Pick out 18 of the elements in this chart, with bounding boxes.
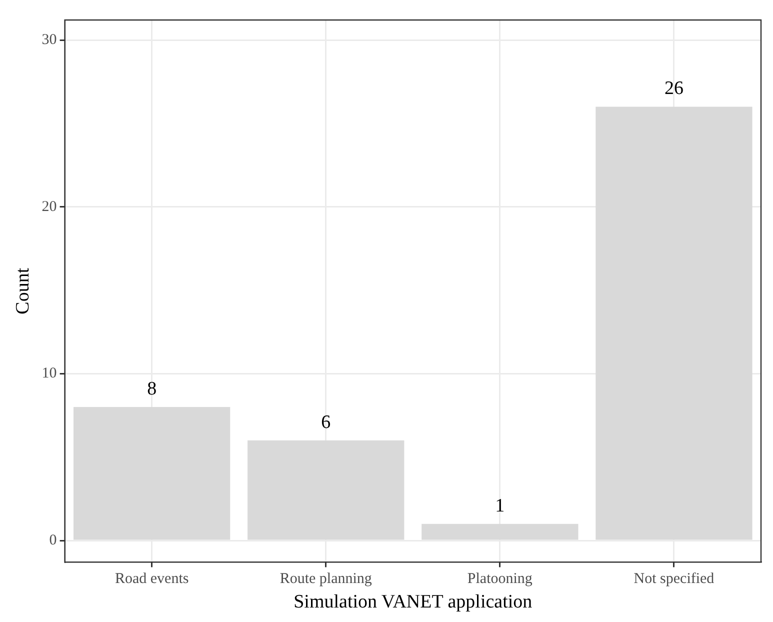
bar [74, 407, 230, 540]
y-tick-label: 10 [42, 366, 57, 382]
data-label: 1 [495, 495, 505, 516]
y-tick-label: 0 [49, 532, 57, 548]
bar [596, 106, 752, 540]
y-tick-label: 30 [42, 32, 57, 48]
x-tick-label: Not specified [634, 571, 715, 588]
data-label: 6 [321, 412, 331, 433]
x-tick-label: Route planning [280, 571, 372, 588]
data-label: 8 [147, 378, 157, 400]
y-tick-label: 20 [42, 198, 57, 215]
bar [248, 440, 404, 540]
x-axis-title: Simulation VANET application [294, 592, 533, 613]
y-axis-title: Count [12, 267, 34, 314]
x-tick-label: Platooning [467, 571, 533, 588]
data-label: 26 [664, 78, 684, 100]
x-tick-label: Road events [114, 571, 189, 588]
bar [422, 524, 578, 540]
